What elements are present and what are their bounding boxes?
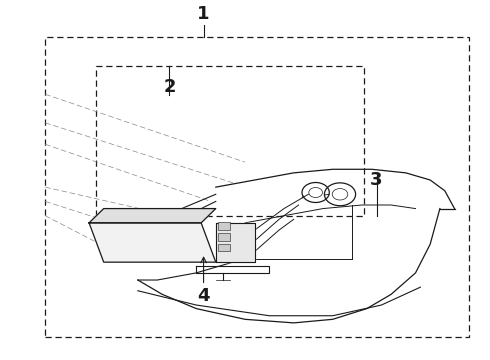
Text: 4: 4 xyxy=(197,287,210,305)
Bar xyxy=(45,37,469,337)
Polygon shape xyxy=(89,208,216,223)
Text: 3: 3 xyxy=(370,171,383,189)
Polygon shape xyxy=(216,223,255,262)
Bar xyxy=(218,233,230,241)
Bar xyxy=(218,244,230,251)
Text: 1: 1 xyxy=(197,5,210,23)
Bar xyxy=(218,222,230,230)
Polygon shape xyxy=(89,223,216,262)
Text: 2: 2 xyxy=(163,78,176,96)
Bar xyxy=(97,66,365,216)
